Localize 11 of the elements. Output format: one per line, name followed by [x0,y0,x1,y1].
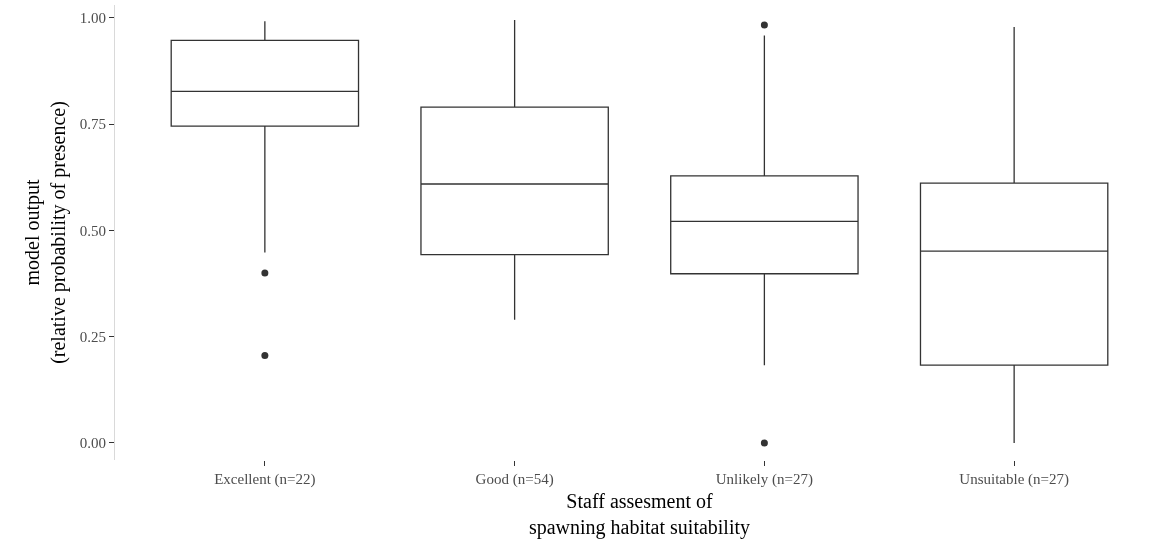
x-tick-label: Good (n=54) [475,471,554,488]
x-tick-label: Excellent (n=22) [214,471,316,488]
x-tick-label: Unlikely (n=27) [715,471,813,488]
y-tick-label: 0.75 [79,116,106,133]
x-axis-title: Staff assesment of spawning habitat suitability [528,489,751,539]
y-axis-title: model output (relative probability of presence) [21,101,71,364]
y-tick-label: 1.00 [79,10,106,27]
y-tick-label: 0.00 [79,435,106,452]
x-tick-label: Unsuitable (n=27) [959,471,1069,488]
y-tick-label: 0.25 [79,328,106,345]
y-tick-label: 0.50 [79,222,106,239]
